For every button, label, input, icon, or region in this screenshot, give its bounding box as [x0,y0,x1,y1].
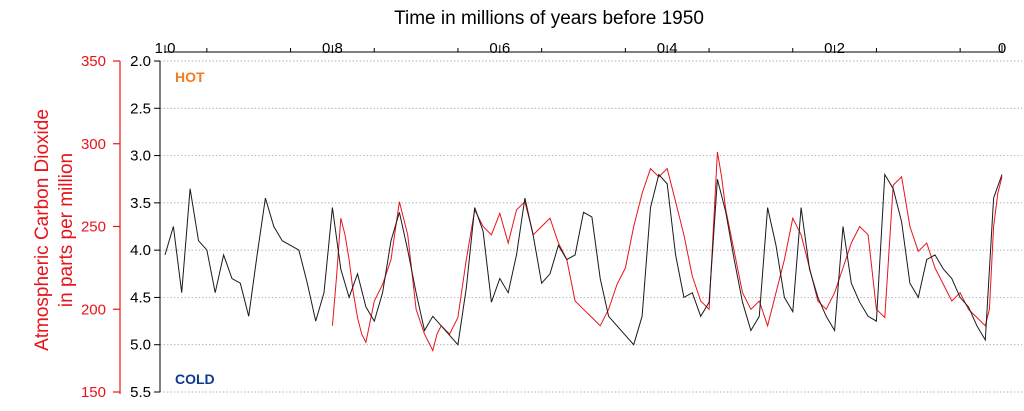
co2-axis-tick-label: 350 [81,53,106,70]
x-axis-tick-label: 0.4 [657,40,678,57]
co2-series-line [331,151,1003,353]
hot-label: HOT [175,69,205,85]
co2-axis-tick-label: 200 [81,301,106,318]
temperature-proxy-series-line [164,172,1003,346]
right-axis-tick-label: 4.5 [130,289,151,306]
y-axis-label-line2: in parts per million [56,153,77,307]
chart-title: Time in millions of years before 1950 [394,8,704,29]
right-axis-tick-label: 5.0 [130,337,151,354]
horizontal-gridlines [160,60,1022,393]
y-axis-label-line1: Atmospheric Carbon Dioxide [32,109,53,351]
x-axis-tick-label: 0.6 [489,40,510,57]
right-axis-tick-label: 2.5 [130,100,151,117]
co2-axis-tick-label: 150 [81,384,106,401]
cold-label: COLD [175,371,215,387]
right-axis-tick-label: 2.0 [130,53,151,70]
right-axis-tick-label: 4.0 [130,242,151,259]
right-value-axis: 2.0 2.5 3.0 3.5 4.0 4.5 5.0 5.5 [130,53,161,401]
co2-axis-tick-label: 250 [81,219,106,236]
x-axis-tick-label: 1.0 [155,40,176,57]
right-axis-tick-label: 3.0 [130,148,151,165]
x-axis-tick-label: 0 [998,40,1006,57]
x-axis-tick-label: 0.2 [824,40,845,57]
x-axis-tick-label: 0.8 [322,40,343,57]
co2-axis-tick-label: 300 [81,136,106,153]
left-co2-axis: 350 300 250 200 150 [81,53,121,401]
right-axis-tick-label: 5.5 [130,384,151,401]
top-x-axis: 1.0 0.8 0.6 0.4 0.2 0 [155,40,1007,57]
right-axis-tick-label: 3.5 [130,195,151,212]
